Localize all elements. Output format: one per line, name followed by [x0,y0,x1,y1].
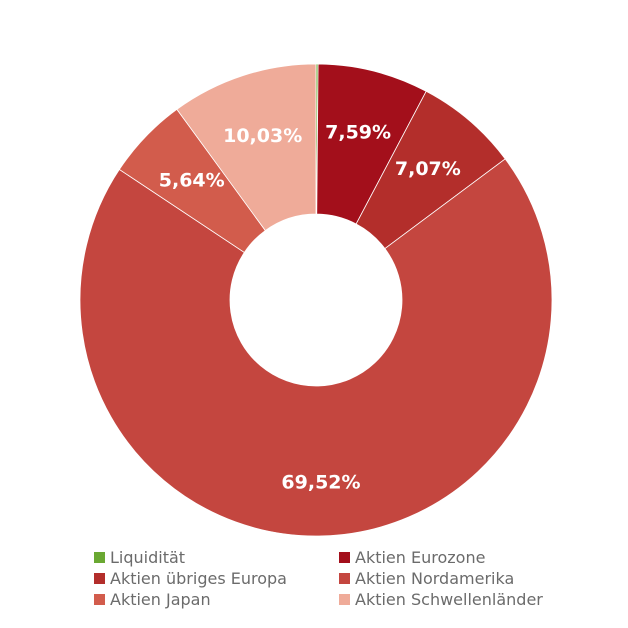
legend-swatch [94,594,105,605]
legend-label: Aktien Eurozone [355,548,486,567]
legend-swatch [339,573,350,584]
data-label-2: 7,07% [395,158,461,180]
legend-label: Liquidität [110,548,186,567]
legend-label: Aktien Schwellenländer [355,590,543,609]
slice-3 [79,158,553,537]
legend-swatch [339,552,350,563]
legend-item: Aktien übriges Europa [94,568,339,589]
data-label-5: 10,03% [223,125,302,147]
legend-label: Aktien Nordamerika [355,569,515,588]
legend-item: Aktien Nordamerika [339,568,564,589]
legend-swatch [94,552,105,563]
legend-item: Aktien Schwellenländer [339,589,564,610]
legend-item: Liquidität [94,547,339,568]
legend-item: Aktien Japan [94,589,339,610]
legend-item: Aktien Eurozone [339,547,564,568]
data-label-1: 7,59% [325,122,391,144]
slice-5 [176,63,317,232]
legend-label: Aktien übriges Europa [110,569,287,588]
data-label-4: 5,64% [159,170,225,192]
legend-swatch [94,573,105,584]
chart-legend: Liquidität Aktien Eurozone Aktien übriges … [94,547,564,610]
legend-swatch [339,594,350,605]
legend-label: Aktien Japan [110,590,211,609]
data-label-3: 69,52% [281,471,360,493]
